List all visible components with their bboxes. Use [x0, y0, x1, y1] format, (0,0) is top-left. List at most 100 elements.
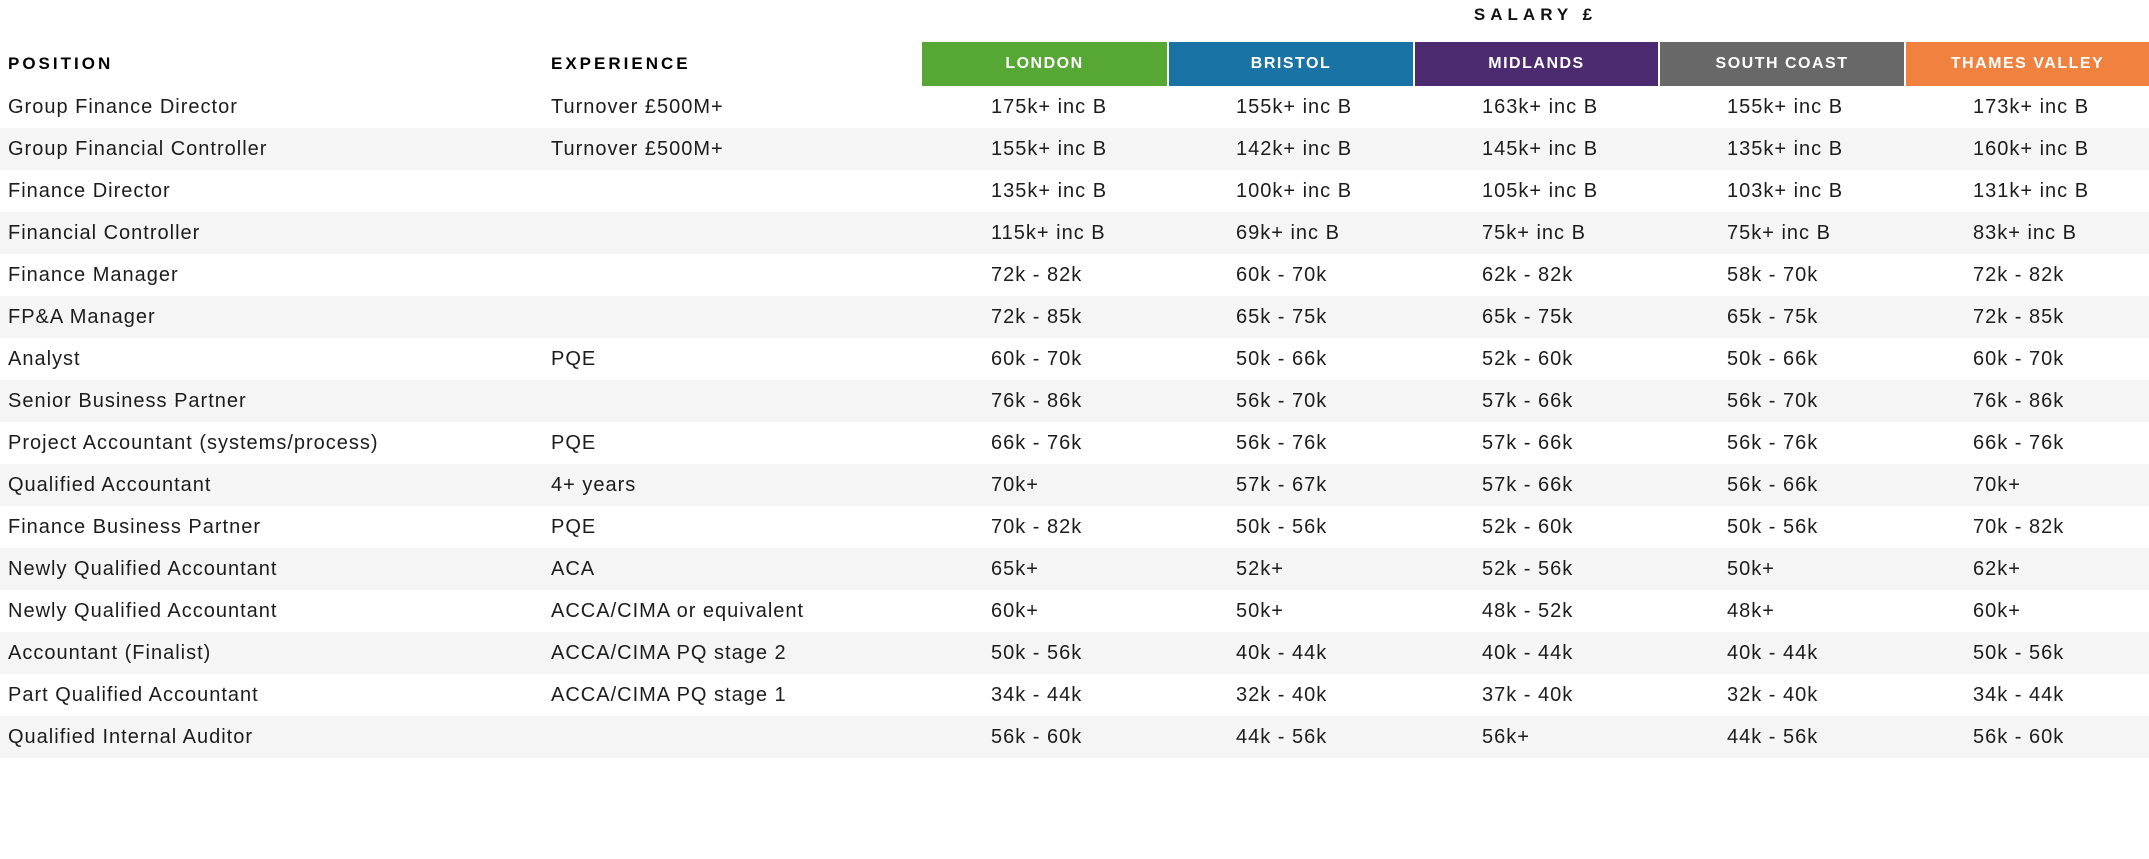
salary-cell-midlands: 65k - 75k [1482, 305, 1574, 328]
table-row: Part Qualified Accountant ACCA/CIMA PQ st… [0, 674, 2149, 716]
experience-cell: ACA [551, 557, 596, 580]
experience-cell: Turnover £500M+ [551, 95, 724, 118]
salary-cell-south-coast: 40k - 44k [1727, 641, 1819, 664]
salary-cell-south-coast: 65k - 75k [1727, 305, 1819, 328]
salary-cell-thames-valley: 56k - 60k [1973, 725, 2065, 748]
experience-cell: PQE [551, 431, 597, 454]
position-cell: FP&A Manager [8, 305, 156, 328]
salary-cell-bristol: 100k+ inc B [1236, 179, 1353, 202]
salary-cell-london: 135k+ inc B [991, 179, 1108, 202]
salary-cell-thames-valley: 70k+ [1973, 473, 2021, 496]
salary-cell-thames-valley: 173k+ inc B [1973, 95, 2090, 118]
salary-cell-south-coast: 75k+ inc B [1727, 221, 1831, 244]
salary-cell-thames-valley: 83k+ inc B [1973, 221, 2077, 244]
salary-cell-bristol: 50k - 56k [1236, 515, 1328, 538]
position-cell: Group Finance Director [8, 95, 238, 118]
experience-cell: ACCA/CIMA PQ stage 1 [551, 683, 787, 706]
region-header-london: LONDON [922, 42, 1167, 86]
salary-cell-thames-valley: 50k - 56k [1973, 641, 2065, 664]
salary-cell-london: 34k - 44k [991, 683, 1083, 706]
salary-cell-south-coast: 135k+ inc B [1727, 137, 1844, 160]
table-row: Group Financial Controller Turnover £500M… [0, 128, 2149, 170]
salary-cell-bristol: 32k - 40k [1236, 683, 1328, 706]
salary-cell-london: 175k+ inc B [991, 95, 1108, 118]
table-row: Qualified Internal Auditor 56k - 60k 44k -… [0, 716, 2149, 758]
column-header-experience: EXPERIENCE [551, 54, 691, 73]
experience-cell [549, 380, 922, 422]
salary-cell-thames-valley: 160k+ inc B [1973, 137, 2090, 160]
position-cell: Qualified Internal Auditor [8, 725, 254, 748]
experience-cell: 4+ years [551, 473, 637, 496]
experience-cell: Turnover £500M+ [551, 137, 724, 160]
table-header-row: POSITION EXPERIENCE LONDON BRISTOL MIDLAND… [0, 42, 2149, 86]
experience-cell [549, 212, 922, 254]
table-row: Accountant (Finalist) ACCA/CIMA PQ stage … [0, 632, 2149, 674]
table-row: Financial Controller 115k+ inc B 69k+ inc … [0, 212, 2149, 254]
region-header-south-coast: SOUTH COAST [1658, 42, 1904, 86]
table-row: Finance Director 135k+ inc B 100k+ inc B 10… [0, 170, 2149, 212]
position-cell: Finance Manager [8, 263, 179, 286]
position-cell: Analyst [8, 347, 81, 370]
salary-cell-midlands: 52k - 56k [1482, 557, 1574, 580]
position-cell: Financial Controller [8, 221, 201, 244]
salary-title: SALARY £ [1473, 5, 1598, 24]
experience-cell [549, 254, 922, 296]
salary-cell-bristol: 50k - 66k [1236, 347, 1328, 370]
salary-cell-london: 60k - 70k [991, 347, 1083, 370]
table-row: Group Finance Director Turnover £500M+ 175… [0, 86, 2149, 128]
salary-cell-south-coast: 58k - 70k [1727, 263, 1819, 286]
salary-cell-thames-valley: 131k+ inc B [1973, 179, 2090, 202]
table-row: FP&A Manager 72k - 85k 65k - 75k 65k - 75k 6… [0, 296, 2149, 338]
experience-cell [549, 170, 922, 212]
position-cell: Group Financial Controller [8, 137, 268, 160]
salary-cell-thames-valley: 66k - 76k [1973, 431, 2065, 454]
position-cell: Finance Director [8, 179, 171, 202]
salary-cell-midlands: 52k - 60k [1482, 515, 1574, 538]
salary-cell-thames-valley: 60k+ [1973, 599, 2021, 622]
position-cell: Senior Business Partner [8, 389, 247, 412]
salary-cell-thames-valley: 72k - 85k [1973, 305, 2065, 328]
salary-cell-midlands: 163k+ inc B [1482, 95, 1599, 118]
table-row: Analyst PQE 60k - 70k 50k - 66k 52k - 60k 50k… [0, 338, 2149, 380]
salary-cell-bristol: 52k+ [1236, 557, 1284, 580]
table-row: Project Accountant (systems/process) PQE 6… [0, 422, 2149, 464]
salary-cell-midlands: 40k - 44k [1482, 641, 1574, 664]
salary-cell-london: 60k+ [991, 599, 1039, 622]
region-header-thames-valley: THAMES VALLEY [1904, 42, 2149, 86]
table-row: Senior Business Partner 76k - 86k 56k - 70… [0, 380, 2149, 422]
salary-cell-thames-valley: 72k - 82k [1973, 263, 2065, 286]
salary-title-band: SALARY £ [0, 0, 2149, 42]
table-body: Group Finance Director Turnover £500M+ 175… [0, 86, 2149, 758]
salary-cell-south-coast: 103k+ inc B [1727, 179, 1844, 202]
salary-cell-midlands: 57k - 66k [1482, 473, 1574, 496]
salary-cell-london: 56k - 60k [991, 725, 1083, 748]
salary-cell-south-coast: 155k+ inc B [1727, 95, 1844, 118]
salary-cell-bristol: 155k+ inc B [1236, 95, 1353, 118]
experience-cell: ACCA/CIMA PQ stage 2 [551, 641, 787, 664]
experience-cell: PQE [551, 347, 597, 370]
salary-cell-london: 65k+ [991, 557, 1039, 580]
region-header-bristol: BRISTOL [1167, 42, 1413, 86]
table-row: Qualified Accountant 4+ years 70k+ 57k - 67… [0, 464, 2149, 506]
salary-cell-midlands: 56k+ [1482, 725, 1530, 748]
salary-cell-south-coast: 44k - 56k [1727, 725, 1819, 748]
table-row: Newly Qualified Accountant ACA 65k+ 52k+ 52k… [0, 548, 2149, 590]
salary-cell-south-coast: 50k - 56k [1727, 515, 1819, 538]
salary-cell-south-coast: 56k - 66k [1727, 473, 1819, 496]
salary-cell-midlands: 57k - 66k [1482, 389, 1574, 412]
position-cell: Part Qualified Accountant [8, 683, 259, 706]
salary-cell-bristol: 60k - 70k [1236, 263, 1328, 286]
position-cell: Project Accountant (systems/process) [8, 431, 379, 454]
salary-cell-bristol: 40k - 44k [1236, 641, 1328, 664]
position-cell: Newly Qualified Accountant [8, 557, 278, 580]
salary-cell-midlands: 37k - 40k [1482, 683, 1574, 706]
salary-cell-south-coast: 56k - 70k [1727, 389, 1819, 412]
salary-cell-bristol: 65k - 75k [1236, 305, 1328, 328]
salary-cell-thames-valley: 70k - 82k [1973, 515, 2065, 538]
salary-cell-thames-valley: 62k+ [1973, 557, 2021, 580]
salary-cell-bristol: 142k+ inc B [1236, 137, 1353, 160]
table-row: Finance Manager 72k - 82k 60k - 70k 62k - 8… [0, 254, 2149, 296]
column-header-position: POSITION [8, 54, 114, 73]
experience-cell: ACCA/CIMA or equivalent [551, 599, 805, 622]
